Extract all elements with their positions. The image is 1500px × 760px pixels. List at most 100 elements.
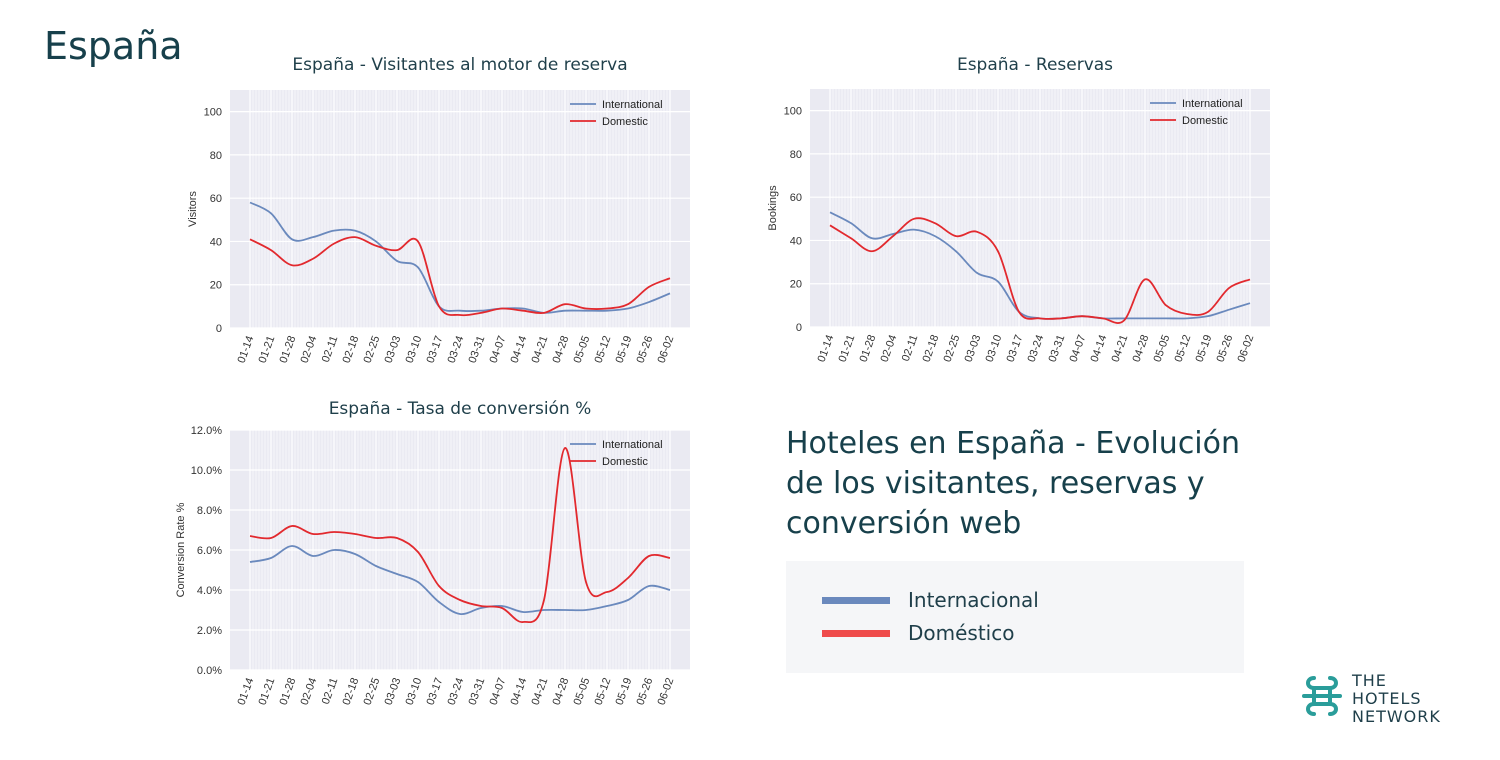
data-point-international: [648, 585, 650, 587]
x-tick-label: 03-24: [446, 334, 467, 365]
data-point-domestic: [270, 249, 272, 251]
x-tick-label: 01-14: [236, 676, 257, 707]
x-tick-label: 05-19: [614, 676, 635, 707]
legend-label-domestic: Doméstico: [908, 621, 1015, 645]
x-tick-label: 02-11: [320, 334, 341, 364]
page-title: España: [44, 24, 183, 68]
data-point-domestic: [997, 250, 999, 252]
data-point-domestic: [1144, 278, 1146, 280]
x-tick-label: 05-19: [614, 334, 635, 365]
data-point-international: [669, 589, 671, 591]
data-point-international: [480, 310, 482, 312]
data-point-international: [1249, 302, 1251, 304]
x-tick-label: 05-12: [1173, 333, 1194, 364]
data-point-domestic: [976, 231, 978, 233]
data-point-domestic: [564, 447, 566, 449]
data-point-international: [396, 260, 398, 262]
grid-lines: [230, 429, 690, 671]
data-point-domestic: [1102, 317, 1104, 319]
x-tick-label: 05-19: [1194, 333, 1215, 364]
data-point-international: [375, 240, 377, 242]
data-point-domestic: [501, 607, 503, 609]
data-point-international: [354, 230, 356, 232]
data-point-domestic: [375, 245, 377, 247]
data-point-domestic: [417, 240, 419, 242]
data-point-international: [333, 549, 335, 551]
x-tick-label: 03-03: [963, 333, 984, 364]
y-tick-label: 6.0%: [197, 545, 222, 557]
x-tick-label: 05-12: [593, 676, 614, 707]
data-point-international: [249, 202, 251, 204]
y-axis-label: Bookings: [767, 185, 779, 231]
legend-item-domestic: Doméstico: [822, 618, 1014, 648]
data-point-international: [543, 609, 545, 611]
y-axis-label: Visitors: [187, 191, 199, 227]
data-point-domestic: [1060, 317, 1062, 319]
legend-swatch-international: [822, 596, 890, 604]
data-point-international: [934, 235, 936, 237]
x-tick-label: 05-26: [1215, 333, 1236, 364]
data-point-domestic: [1165, 304, 1167, 306]
x-tick-label: 01-14: [816, 333, 837, 364]
x-tick-label: 02-18: [921, 333, 942, 364]
data-point-domestic: [522, 621, 524, 623]
data-point-domestic: [1081, 315, 1083, 317]
data-point-domestic: [480, 605, 482, 607]
data-point-international: [480, 607, 482, 609]
x-tick-label: 01-28: [278, 676, 299, 707]
logo-line-2: HOTELS: [1352, 689, 1422, 708]
x-tick-label: 06-02: [656, 334, 677, 365]
series-line-domestic: [829, 217, 1251, 324]
data-point-domestic: [871, 250, 873, 252]
data-point-international: [1186, 317, 1188, 319]
x-tick-label: 04-07: [488, 334, 509, 365]
y-tick-label: 2.0%: [197, 625, 222, 637]
data-point-domestic: [1039, 317, 1041, 319]
x-tick-label: 03-10: [984, 333, 1005, 364]
x-tick-label: 01-21: [257, 676, 278, 707]
x-tick-label: 06-02: [1236, 333, 1257, 364]
data-point-domestic: [249, 535, 251, 537]
data-point-international: [1207, 315, 1209, 317]
data-point-international: [871, 237, 873, 239]
x-tick-label: 04-28: [551, 334, 572, 365]
series-line-international: [249, 201, 671, 314]
data-point-domestic: [312, 258, 314, 260]
the-hotels-network-logo: THE HOTELS NETWORK: [1300, 672, 1470, 732]
x-tick-label: 04-07: [1068, 333, 1089, 364]
x-tick-label: 05-05: [1152, 333, 1173, 364]
logo-icon: [1302, 676, 1342, 716]
legend-swatch-domestic: [822, 629, 890, 637]
data-point-domestic: [627, 303, 629, 305]
x-tick-label: 05-05: [572, 676, 593, 707]
data-point-domestic: [829, 224, 831, 226]
x-tick-label: 04-28: [1131, 333, 1152, 364]
data-point-domestic: [270, 537, 272, 539]
data-point-international: [522, 611, 524, 613]
data-point-domestic: [522, 310, 524, 312]
x-tick-label: 01-28: [278, 334, 299, 365]
data-point-international: [312, 555, 314, 557]
data-point-international: [333, 230, 335, 232]
x-tick-label: 04-21: [530, 334, 551, 365]
x-tick-label: 04-28: [551, 676, 572, 707]
data-point-domestic: [1018, 311, 1020, 313]
data-point-domestic: [1123, 320, 1125, 322]
x-tick-label: 03-10: [404, 676, 425, 707]
data-point-domestic: [934, 222, 936, 224]
data-point-international: [564, 609, 566, 611]
chart-conversion: 0.0% 2.0% 4.0% 6.0% 8.0% 10.0% 12.0% 01-14 01-21…: [175, 425, 690, 707]
x-tick-label: 03-17: [1005, 333, 1026, 364]
data-point-international: [1144, 317, 1146, 319]
logo-line-1: THE: [1352, 671, 1387, 690]
data-point-domestic: [669, 277, 671, 279]
x-tick-label: 04-14: [509, 334, 530, 365]
data-point-international: [997, 281, 999, 283]
y-tick-label: 60: [790, 192, 802, 204]
series-line-domestic: [249, 236, 671, 317]
x-tick-label: 02-04: [879, 333, 900, 364]
x-tick-label: 02-04: [299, 676, 320, 707]
chart-title-bookings: España - Reservas: [956, 55, 1114, 75]
data-point-international: [1165, 317, 1167, 319]
